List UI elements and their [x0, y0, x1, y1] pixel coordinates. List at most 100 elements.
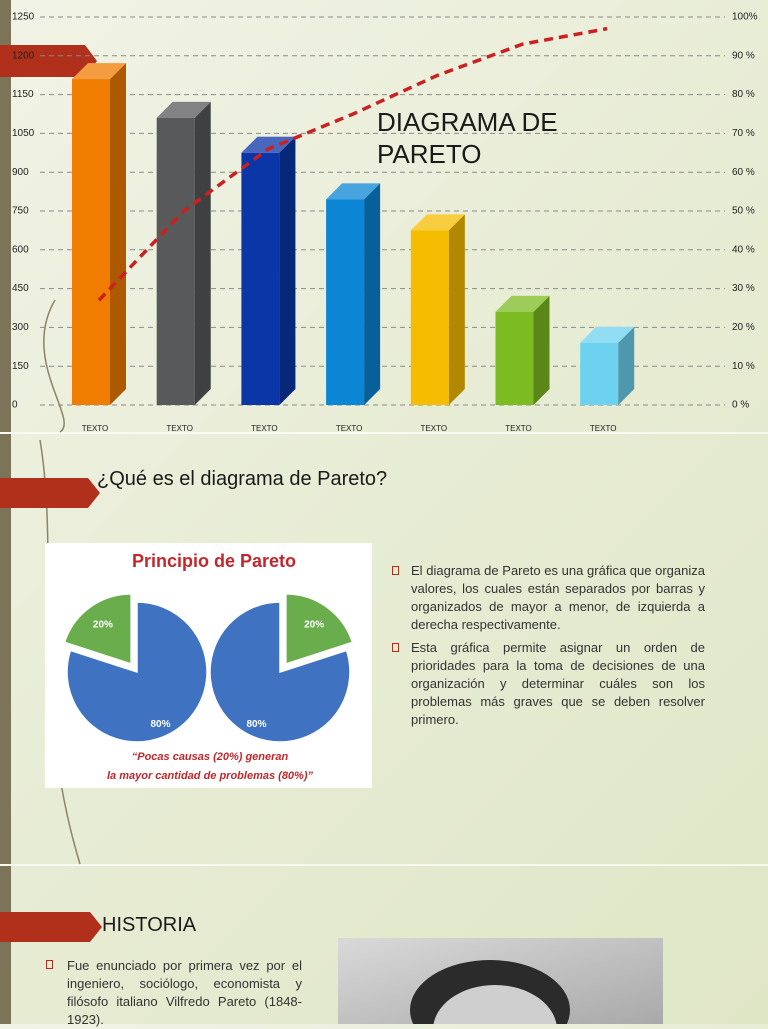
pie-slice — [66, 601, 208, 743]
bullet-marker — [46, 960, 53, 969]
bar-top — [495, 295, 550, 312]
bar — [410, 230, 449, 405]
bar-side — [448, 214, 465, 405]
pie-label: 80% — [151, 719, 171, 730]
x-tick-label: TEXTO — [251, 424, 278, 433]
bar-side — [533, 295, 550, 405]
x-tick-label: TEXTO — [421, 424, 448, 433]
x-tick-label: TEXTO — [82, 424, 109, 433]
pie-slice — [63, 593, 132, 665]
pareto-chart: 0 % 10 % 20 % 30 % 40 % 50 % 60 % 70 % 80 % 90 % 1… — [12, 12, 758, 433]
y-tick-label: 60 % — [732, 167, 755, 178]
portrait-face — [433, 985, 557, 1024]
pie-slice — [209, 601, 351, 743]
bar-side-shade — [618, 326, 635, 405]
left-axis-label: 1150 — [12, 89, 34, 100]
slide-separator — [0, 864, 768, 866]
left-axis-label: 0 — [12, 400, 18, 411]
x-tick-label: TEXTO — [505, 424, 532, 433]
bullet-marker — [392, 643, 399, 652]
left-axis-label: 600 — [12, 244, 29, 255]
y-tick-label: 0 % — [732, 400, 749, 411]
side-strip — [0, 434, 11, 864]
tag — [0, 45, 97, 77]
bar-side-shade — [448, 214, 465, 405]
bar — [156, 117, 195, 405]
left-axis-label: 1250 — [12, 12, 35, 23]
tag — [0, 478, 100, 508]
bar-top-shade — [72, 63, 126, 80]
bar-top — [326, 183, 381, 200]
bar — [580, 342, 619, 405]
left-axis-label: 300 — [12, 322, 29, 333]
bar-top — [410, 214, 465, 231]
bar — [72, 79, 110, 405]
left-axis-label: 450 — [12, 283, 29, 294]
left-axis-label: 900 — [12, 167, 29, 178]
bar-side-shade — [279, 136, 296, 406]
bar-top-shade — [580, 326, 635, 343]
y-tick-label: 70 % — [732, 128, 755, 139]
bullet-marker — [392, 566, 399, 575]
bar — [326, 199, 365, 405]
tag — [0, 912, 102, 942]
chart-title: DIAGRAMA DE PARETO — [377, 107, 558, 169]
bullet-text: Esta gráfica permite asignar un orden de… — [411, 640, 705, 727]
y-tick-label: 10 % — [732, 361, 755, 372]
bar-side-shade — [364, 183, 381, 405]
bar-side — [279, 136, 296, 406]
slide-title: HISTORIA — [102, 914, 197, 936]
left-axis-label: 750 — [12, 206, 29, 217]
slide-title: ¿Qué es el diagrama de Pareto? — [97, 468, 388, 490]
pie-illustration: Principio de Pareto 80% 20% 20% 80% “Pocas ca… — [63, 551, 354, 782]
bar — [241, 152, 280, 405]
bar-top-shade — [241, 136, 296, 153]
left-axis-label: 150 — [12, 361, 29, 372]
bullet-text: Fue enunciado por primera vez por el ing… — [67, 958, 302, 1027]
x-tick-label: TEXTO — [166, 424, 193, 433]
x-tick-label: TEXTO — [590, 424, 617, 433]
pie-label: 20% — [93, 620, 113, 631]
y-tick-label: 20 % — [732, 322, 755, 333]
image-caption: “Pocas causas (20%) generan — [132, 751, 289, 763]
y-tick-label: 80 % — [732, 89, 755, 100]
y-tick-label: 90 % — [732, 50, 755, 61]
decor-curve — [43, 299, 65, 433]
x-tick-label: TEXTO — [336, 424, 363, 433]
pie-label: 20% — [304, 620, 324, 631]
bar-side-shade — [110, 63, 126, 405]
bar-top — [241, 136, 296, 153]
bar-side — [364, 183, 381, 405]
bar-side — [110, 63, 126, 405]
image-caption: la mayor cantidad de problemas (80%)” — [107, 770, 314, 782]
bar-top-shade — [326, 183, 381, 200]
bar-top-shade — [495, 295, 550, 312]
left-axis-label: 1200 — [12, 50, 35, 61]
bar-side-shade — [194, 101, 211, 405]
side-strip — [0, 866, 11, 1024]
bar-top-shade — [156, 101, 211, 118]
y-tick-label: 40 % — [732, 244, 755, 255]
bar-top — [72, 63, 126, 80]
bar-top — [156, 101, 211, 118]
pie-slice — [285, 593, 354, 665]
y-tick-label: 50 % — [732, 206, 755, 217]
bar-side — [618, 326, 635, 405]
pie-label: 80% — [246, 719, 266, 730]
y-tick-label: 30 % — [732, 283, 755, 294]
bar — [495, 311, 534, 405]
bar-top-shade — [410, 214, 465, 231]
side-strip — [0, 0, 11, 432]
bar-top — [580, 326, 635, 343]
cumulative-line — [97, 26, 608, 302]
bar-side-shade — [533, 295, 550, 405]
bar-side — [194, 101, 211, 405]
y-tick-label: 100% — [732, 12, 758, 23]
left-axis-label: 1050 — [12, 128, 35, 139]
bullet-text: El diagrama de Pareto es una gráfica que… — [411, 563, 705, 632]
image-title: Principio de Pareto — [132, 551, 296, 571]
slide-separator — [0, 432, 768, 434]
